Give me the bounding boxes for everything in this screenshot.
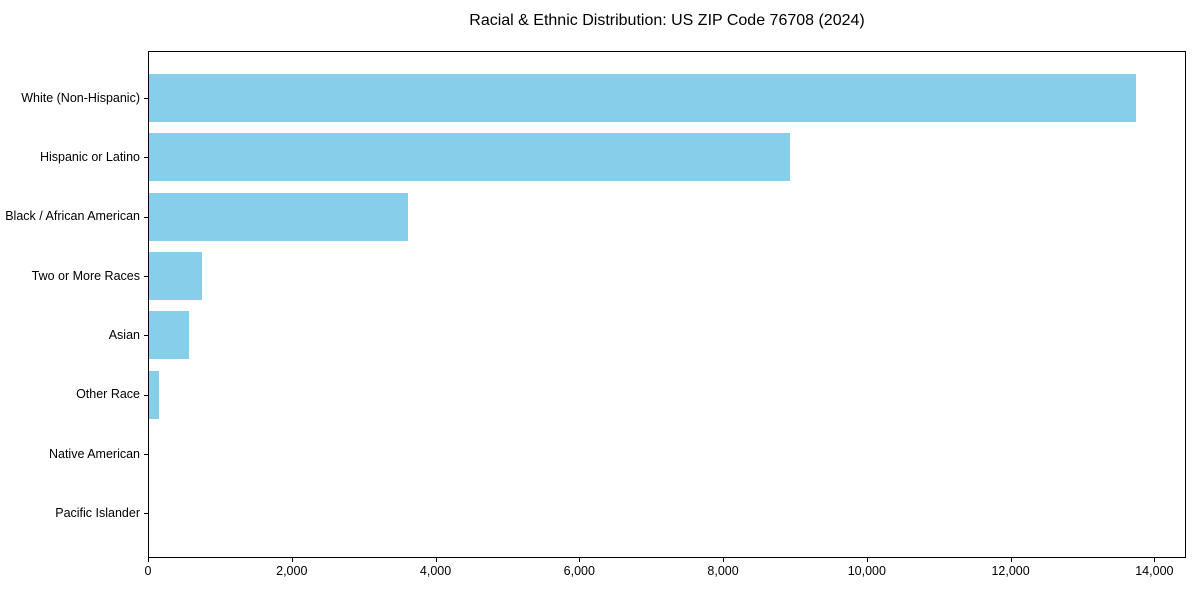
y-tick-label: White (Non-Hispanic) xyxy=(21,90,140,105)
bar xyxy=(149,311,189,360)
x-tick-mark xyxy=(1010,558,1012,562)
y-tick-mark xyxy=(144,216,148,218)
x-tick-label: 14,000 xyxy=(1135,564,1174,578)
y-tick-mark xyxy=(144,98,148,99)
y-tick-label: Black / African American xyxy=(5,209,140,224)
y-tick-mark xyxy=(144,394,148,396)
y-tick-label: Native American xyxy=(48,446,140,461)
y-tick-label: Other Race xyxy=(76,387,140,402)
y-tick-mark xyxy=(144,513,148,515)
bar xyxy=(149,251,202,300)
y-tick-label: Hispanic or Latino xyxy=(39,150,140,165)
x-tick-mark xyxy=(723,558,725,562)
x-tick-label: 8,000 xyxy=(707,564,739,578)
y-tick-mark xyxy=(144,157,148,159)
bar xyxy=(149,192,408,241)
x-tick-mark xyxy=(148,558,149,562)
y-tick-label: Two or More Races xyxy=(31,268,140,283)
plot-area xyxy=(148,51,1186,558)
x-tick-label: 4,000 xyxy=(419,564,452,578)
x-tick-label: 6,000 xyxy=(563,564,595,578)
chart-title: Racial & Ethnic Distribution: US ZIP Cod… xyxy=(469,12,865,29)
y-tick-mark xyxy=(144,453,148,455)
x-tick-mark xyxy=(579,558,581,562)
bar xyxy=(149,74,1137,122)
x-tick-mark xyxy=(866,558,868,562)
x-tick-mark xyxy=(291,558,293,562)
bar xyxy=(149,370,159,419)
x-tick-label: 10,000 xyxy=(847,564,886,578)
bar xyxy=(149,133,790,182)
y-tick-label: Asian xyxy=(108,327,140,342)
y-tick-mark xyxy=(144,335,148,337)
x-tick-label: 12,000 xyxy=(991,564,1030,578)
x-tick-label: 2,000 xyxy=(276,564,308,578)
x-tick-mark xyxy=(1154,558,1156,562)
y-tick-label: Pacific Islander xyxy=(55,505,140,520)
x-tick-label: 0 xyxy=(144,564,152,578)
y-tick-mark xyxy=(144,275,148,277)
x-tick-mark xyxy=(435,558,437,562)
